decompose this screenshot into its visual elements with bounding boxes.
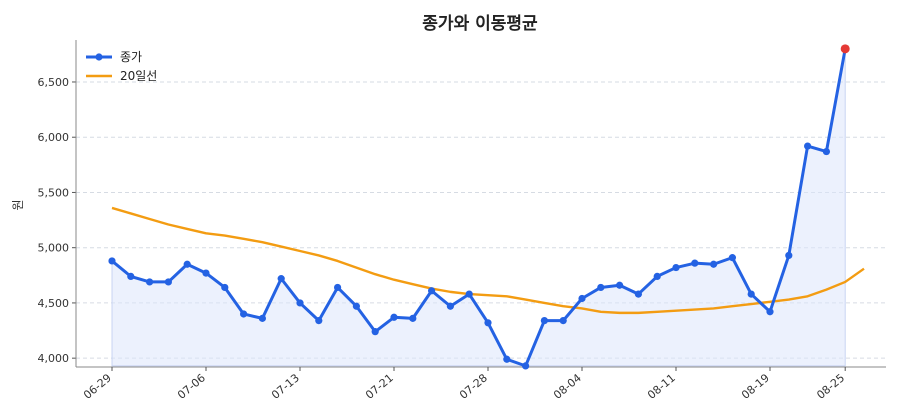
y-tick-label: 6,500: [38, 76, 70, 89]
price-point: [597, 283, 605, 292]
price-point: [221, 283, 229, 292]
price-point: [409, 314, 417, 322]
legend-label-ma: 20일선: [120, 69, 157, 83]
y-tick-label: 5,500: [38, 186, 70, 199]
price-point: [352, 302, 360, 310]
price-point: [672, 263, 680, 272]
price-point: [146, 278, 154, 286]
price-point: [334, 283, 342, 292]
y-axis-title: 원: [11, 199, 25, 210]
price-point: [634, 290, 643, 298]
x-tick-label: 06-29: [81, 371, 114, 402]
price-point: [371, 328, 379, 336]
price-point: [616, 281, 624, 289]
price-point: [202, 269, 210, 277]
price-point: [183, 260, 191, 268]
latest-price-point: [840, 44, 850, 54]
y-tick-label: 4,000: [38, 352, 70, 365]
x-tick-label: 07-28: [457, 371, 490, 402]
price-point: [484, 319, 492, 327]
price-point: [296, 299, 304, 307]
price-point: [822, 147, 831, 156]
price-point: [710, 260, 718, 268]
price-point: [578, 294, 586, 303]
x-tick-label: 07-21: [363, 371, 396, 402]
price-point: [540, 317, 549, 325]
price-point: [691, 259, 699, 267]
price-points: [108, 44, 850, 370]
price-point: [258, 314, 266, 322]
price-point: [446, 302, 454, 310]
y-tick-label: 5,000: [38, 242, 70, 255]
price-point: [785, 251, 793, 260]
axes: [72, 40, 886, 371]
x-tick-label: 07-06: [175, 371, 208, 402]
legend-marker-close: [95, 53, 103, 61]
close-price-line: [111, 48, 847, 368]
price-point: [277, 275, 285, 283]
x-tick-label: 08-19: [739, 371, 772, 402]
moving-average-line: [111, 206, 865, 315]
price-point: [465, 290, 473, 298]
price-area-fill: [111, 48, 846, 367]
price-point: [164, 278, 172, 286]
price-point: [503, 355, 511, 363]
legend-label-close: 종가: [120, 50, 142, 64]
price-point: [747, 290, 755, 298]
x-tick-label: 08-11: [645, 371, 678, 402]
price-point: [390, 313, 398, 321]
price-point: [522, 362, 530, 370]
legend: 종가 20일선: [86, 50, 157, 83]
x-tick-label: 08-25: [814, 371, 847, 402]
x-tick-label: 08-04: [551, 371, 584, 402]
series-lines: [111, 48, 865, 368]
x-tick-label: 07-13: [269, 371, 302, 402]
price-point: [653, 272, 661, 281]
y-tick-label: 4,500: [38, 297, 70, 310]
price-point: [240, 310, 248, 318]
y-tick-label: 6,000: [38, 131, 70, 144]
chart-title: 종가와 이동평균: [422, 14, 538, 34]
price-point: [428, 287, 436, 295]
price-point: [108, 257, 116, 265]
price-point: [804, 142, 812, 150]
price-area: [111, 48, 846, 367]
price-point: [766, 308, 774, 316]
price-point: [315, 317, 323, 325]
price-point: [728, 254, 737, 262]
price-point: [127, 272, 135, 281]
price-point: [559, 317, 567, 325]
